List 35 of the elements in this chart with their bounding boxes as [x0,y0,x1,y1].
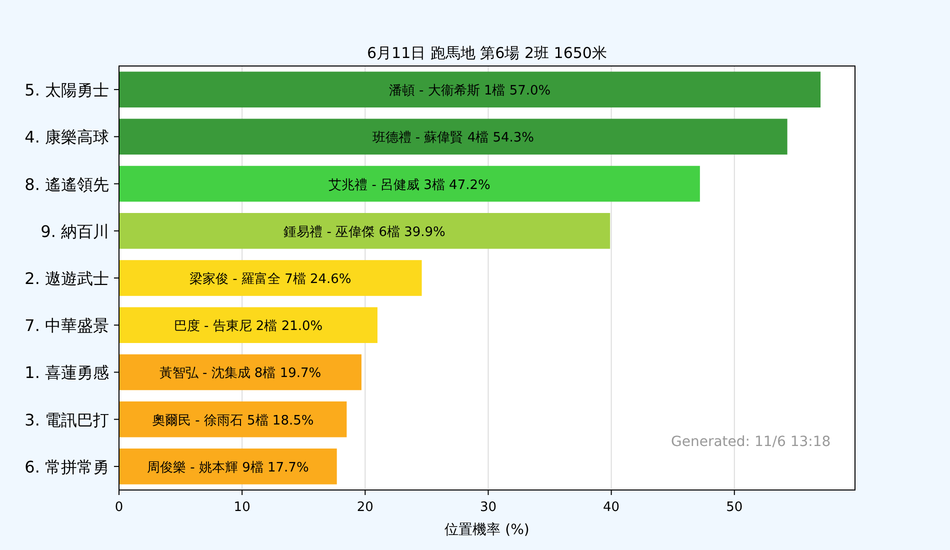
data-label: 艾兆禮 - 呂健威 3檔 47.2% [328,178,490,193]
data-label: 潘頓 - 大衞希斯 1檔 57.0% [388,84,551,99]
x-axis-title: 位置機率 (%) [444,522,530,538]
bar [119,72,821,108]
data-label: 梁家俊 - 羅富全 7檔 24.6% [189,271,352,287]
y-tick-label: 4. 康樂高球 [24,128,109,147]
bar [119,260,422,296]
bar [119,118,788,155]
y-tick-label: 7. 中華盛景 [24,316,109,336]
y-tick-label: 2. 遨遊武士 [24,269,109,288]
data-label: 巴度 - 告東尼 2檔 21.0% [174,318,323,334]
annotation: Generated: 11/6 13:18 [671,434,831,450]
x-tick-label: 0 [114,500,124,515]
data-label: 班德禮 - 蘇偉賢 4檔 54.3% [372,130,534,146]
data-label: 鍾易禮 - 巫偉傑 6檔 39.9% [284,224,446,240]
y-tick-label: 6. 常拼常勇 [24,457,109,476]
y-tick-label: 9. 納百川 [40,222,109,241]
x-tick-label: 50 [726,500,743,515]
bar [119,307,378,344]
data-label: 周俊樂 - 姚本輝 9檔 17.7% [147,460,309,476]
y-tick-label: 5. 太陽勇士 [24,80,109,100]
x-tick-label: 30 [480,500,497,515]
y-tick-label: 3. 電訊巴打 [24,410,109,430]
bar [119,354,362,390]
y-tick-label: 1. 喜蓮勇感 [24,363,109,382]
data-label: 黃智弘 - 沈集成 8檔 19.7% [159,366,322,382]
chart-title: 6月11日 跑馬地 第6場 2班 1650米 [367,44,607,62]
x-tick-label: 10 [234,500,250,515]
x-tick-label: 20 [356,500,374,515]
bar [119,448,337,484]
y-tick-label: 8. 遙遙領先 [24,174,109,194]
bar [119,212,610,249]
data-label: 奧爾民 - 徐雨石 5檔 18.5% [152,413,314,428]
x-tick-label: 40 [603,500,620,515]
bar [119,166,700,202]
